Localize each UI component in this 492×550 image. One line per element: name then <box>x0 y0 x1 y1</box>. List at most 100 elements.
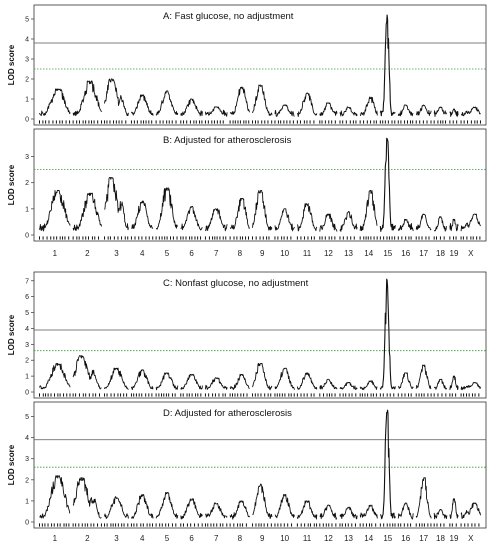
chromosome-label: 8 <box>238 249 243 258</box>
y-tick-label: 2 <box>25 358 29 365</box>
lod-curve-chr-14 <box>359 190 378 232</box>
lod-curve-chr-13 <box>339 211 358 232</box>
y-tick-label: 7 <box>25 278 29 285</box>
chromosome-label: 18 <box>436 534 445 543</box>
lod-curve-chr-5 <box>155 492 179 519</box>
lod-curve-chr-13 <box>339 506 358 520</box>
lod-curve-chr-9 <box>252 190 273 231</box>
lod-curve-chr-8 <box>229 500 250 520</box>
lod-curve-chr-16 <box>397 502 414 520</box>
plot-frame <box>33 4 487 126</box>
y-tick-label: 2 <box>25 180 29 187</box>
lod-curve-chr-17 <box>415 477 432 519</box>
lod-curve-chr-2 <box>72 355 102 390</box>
lod-curve-chr-17 <box>415 213 432 231</box>
panel-title: B: Adjusted for atherosclerosis <box>163 135 292 146</box>
y-tick-label: 3 <box>25 154 29 161</box>
panel-b: 0 1 2 3 LOD score B: Adjusted for atheroscler… <box>7 128 487 242</box>
y-tick-label: 2 <box>25 477 29 484</box>
lod-curve-chr-2 <box>72 192 102 231</box>
chromosome-label: 10 <box>280 534 289 543</box>
panel-title: A: Fast glucose, no adjustment <box>163 11 294 22</box>
lod-curve-chr-7 <box>204 106 228 117</box>
lod-curve-chr-18 <box>433 509 448 520</box>
lod-curve-chr-2 <box>72 477 102 519</box>
lod-curve-chr-6 <box>180 498 203 520</box>
y-axis-label: LOD score <box>7 164 16 205</box>
lod-curve-chr-8 <box>229 374 250 391</box>
lod-curve-chr-13 <box>339 106 358 117</box>
lod-curve-chr-10 <box>274 208 295 232</box>
lod-curve-chr-5 <box>155 90 179 116</box>
chromosome-label: 17 <box>419 534 428 543</box>
lod-curve-chr-11 <box>296 92 318 117</box>
chromosome-label: 16 <box>401 249 410 258</box>
y-tick-label: 4 <box>25 37 29 44</box>
panel-c: 0 1 2 3 4 5 6 7 LOD score C: Nonfast glucose, no … <box>7 271 487 399</box>
y-tick-label: 1 <box>25 498 29 505</box>
lod-curve-chr-1 <box>39 190 71 232</box>
lod-curve-chr-3 <box>104 177 129 231</box>
chromosome-label: 3 <box>114 249 119 258</box>
lod-curve-chr-14 <box>359 380 378 391</box>
lod-curve-chr-9 <box>252 84 273 117</box>
lod-curve-chr-5 <box>156 187 179 230</box>
lod-curve-chr-8 <box>229 86 250 115</box>
lod-curve-chr-11 <box>296 203 318 232</box>
lod-curve-chr-X <box>460 213 481 232</box>
lod-curve-chr-X <box>460 502 481 519</box>
y-tick-label: 0 <box>25 117 29 124</box>
lod-curve-chr-X <box>460 382 481 391</box>
lod-curve-chr-7 <box>204 208 228 232</box>
chromosome-label: 14 <box>364 249 373 258</box>
lod-curve-chr-10 <box>274 494 295 519</box>
chromosome-label: 16 <box>401 534 410 543</box>
y-axis-label: LOD score <box>7 314 16 355</box>
chromosome-label: 2 <box>85 249 90 258</box>
y-tick-label: 6 <box>25 294 29 301</box>
y-tick-label: 3 <box>25 456 29 463</box>
chromosome-label: 13 <box>344 249 353 258</box>
lod-curve-chr-14 <box>359 504 378 519</box>
chromosome-label: 8 <box>238 534 243 543</box>
lod-curve-chr-4 <box>131 200 154 229</box>
lod-curve-chr-1 <box>39 362 71 390</box>
lod-curve-chr-14 <box>359 96 378 116</box>
y-tick-label: 0 <box>25 520 29 527</box>
chromosome-label: 19 <box>450 534 459 543</box>
plot-frame <box>33 128 487 242</box>
lod-curve-chr-16 <box>397 218 414 232</box>
lod-curve-chr-6 <box>180 98 203 117</box>
lod-curve-chr-12 <box>319 504 338 520</box>
lod-curve-chr-3 <box>104 78 129 117</box>
lod-curve-chr-9 <box>252 362 273 391</box>
y-tick-label: 0 <box>25 390 29 397</box>
chromosome-label: 15 <box>383 249 392 258</box>
y-tick-label: 1 <box>25 206 29 213</box>
lod-curve-chr-7 <box>204 377 228 390</box>
lod-curve-chr-10 <box>274 104 295 117</box>
lod-curve-chr-12 <box>319 378 338 390</box>
plot-frame <box>33 401 487 529</box>
chromosome-label: 7 <box>214 534 219 543</box>
y-tick-label: 5 <box>25 310 29 317</box>
chromosome-label: 6 <box>189 534 194 543</box>
chromosome-label: 9 <box>260 534 265 543</box>
chromosome-label: 6 <box>189 249 194 258</box>
chromosome-label: 14 <box>364 534 373 543</box>
lod-curve-chr-18 <box>433 216 448 232</box>
chromosome-label: 11 <box>303 534 312 543</box>
chromosome-label: 18 <box>436 249 445 258</box>
y-tick-label: 5 <box>25 17 29 24</box>
chromosome-label: 15 <box>383 534 392 543</box>
panel-title: C: Nonfast glucose, no adjustment <box>163 278 309 289</box>
chromosome-label: 5 <box>165 249 170 258</box>
lod-curve-chr-12 <box>319 213 338 232</box>
lod-curve-chr-X <box>460 106 481 117</box>
y-tick-label: 3 <box>25 57 29 64</box>
lod-curve-chr-17 <box>415 364 432 390</box>
y-tick-label: 5 <box>25 414 29 421</box>
lod-curve-chr-1 <box>39 475 71 519</box>
lod-curve-chr-17 <box>415 104 432 116</box>
chromosome-label: 4 <box>140 534 145 543</box>
